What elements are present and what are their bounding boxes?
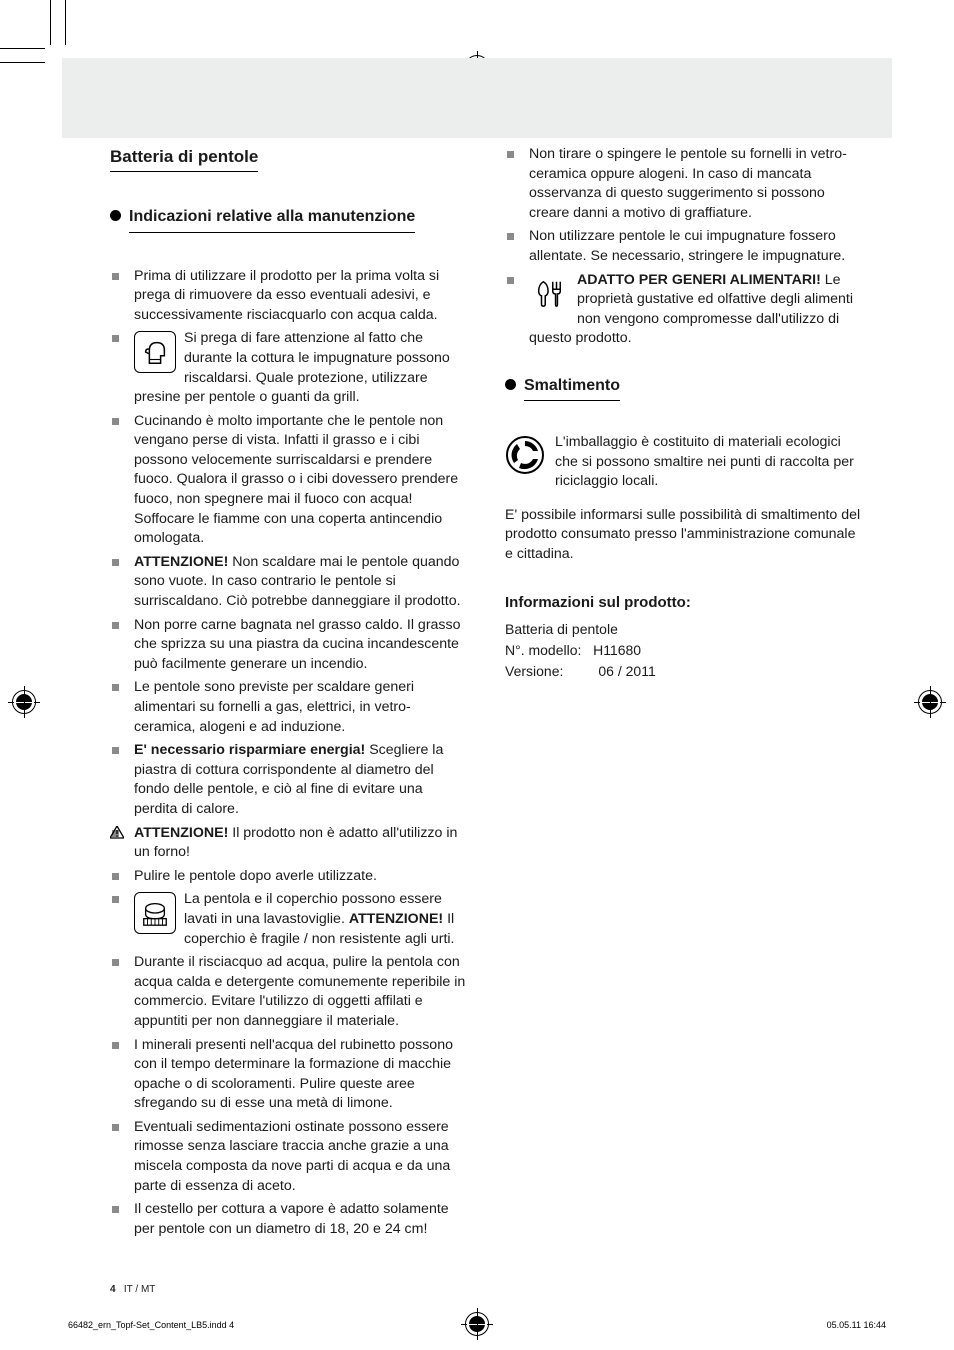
list-item: La pentola e il coperchio possono essere…	[110, 890, 469, 949]
page-content: Batteria di pentole Indicazioni relative…	[110, 145, 864, 1260]
crop-mark	[65, 0, 66, 45]
page-number: 4 IT / MT	[110, 1284, 155, 1295]
product-model: N°. modello: H11680	[505, 640, 864, 661]
registration-mark	[12, 690, 36, 714]
registration-mark	[465, 1312, 489, 1336]
disposal-text: L'imballaggio è costituito di materiali …	[555, 434, 854, 489]
page-title: Batteria di pentole	[110, 145, 258, 172]
maintenance-list: Prima di utilizzare il prodotto per la p…	[110, 145, 864, 1255]
maintenance-heading: Indicazioni relative alla manutenzione	[129, 206, 415, 232]
disposal-heading: Smaltimento	[524, 375, 620, 401]
list-item: ATTENZIONE! Il prodotto non è adatto all…	[110, 824, 469, 863]
list-item: Non utilizzare pentole le cui impugnatur…	[505, 227, 864, 266]
warning-triangle-icon	[110, 826, 124, 846]
list-item: Non porre carne bagnata nel grasso caldo…	[110, 616, 469, 675]
list-item: Si prega di fare attenzione al fatto che…	[110, 329, 469, 407]
header-gray-band	[62, 58, 892, 138]
dishwasher-icon	[134, 892, 176, 934]
list-item: Durante il risciacquo ad acqua, pulire l…	[110, 953, 469, 1031]
list-item: Eventuali sedimentazioni ostinate posson…	[110, 1118, 469, 1196]
list-item: Prima di utilizzare il prodotto per la p…	[110, 267, 469, 326]
product-version: Versione: 06 / 2011	[505, 661, 864, 682]
recycle-icon	[505, 435, 545, 475]
section-bullet	[110, 210, 121, 221]
registration-mark	[918, 690, 942, 714]
footer-filename: 66482_ern_Topf-Set_Content_LB5.indd 4	[68, 1320, 234, 1330]
list-item: I minerali presenti nell'acqua del rubin…	[110, 1036, 469, 1114]
food-safe-icon	[529, 273, 569, 313]
product-info-heading: Informazioni sul prodotto:	[505, 593, 864, 614]
list-item: Non tirare o spingere le pentole su forn…	[505, 145, 864, 223]
section-bullet	[505, 379, 516, 390]
footer-timestamp: 05.05.11 16:44	[827, 1320, 886, 1330]
product-info: Informazioni sul prodotto: Batteria di p…	[505, 593, 864, 683]
list-item: Le pentole sono previste per scaldare ge…	[110, 678, 469, 737]
list-item: Pulire le pentole dopo averle utilizzate…	[110, 867, 469, 887]
list-item: ADATTO PER GENERI ALIMENTARI! Le proprie…	[505, 271, 864, 349]
list-item: Cucinando è molto importante che le pent…	[110, 412, 469, 549]
list-item: E' necessario risparmiare energia! Scegl…	[110, 741, 469, 819]
crop-mark	[0, 48, 45, 49]
disposal-paragraph: E' possibile informarsi sulle possibilit…	[505, 506, 864, 565]
crop-mark	[50, 0, 51, 45]
product-name: Batteria di pentole	[505, 619, 864, 640]
list-item: Il cestello per cottura a vapore è adatt…	[110, 1200, 469, 1239]
list-item: ATTENZIONE! Non scaldare mai le pentole …	[110, 553, 469, 612]
oven-mitt-icon	[134, 331, 176, 373]
crop-mark	[0, 62, 45, 63]
